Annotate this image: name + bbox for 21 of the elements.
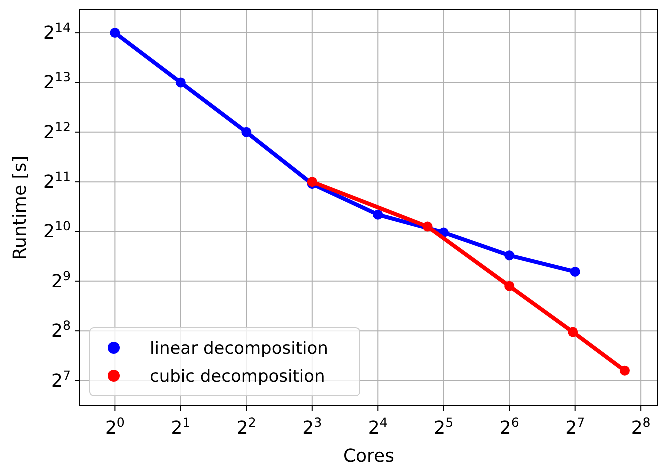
y-tick-label: 2$^{12}$ xyxy=(44,118,71,144)
x-tick-label: 2$^{4}$ xyxy=(368,414,388,439)
y-tick-label: 2$^{11}$ xyxy=(44,168,71,194)
x-tick-label: 2$^{0}$ xyxy=(105,414,125,439)
y-tick-label: 2$^{13}$ xyxy=(44,69,71,94)
y-tick-label: 2$^{9}$ xyxy=(52,268,71,292)
x-tick-label: 2$^{1}$ xyxy=(171,414,191,439)
y-tick-label: 2$^{7}$ xyxy=(52,367,71,392)
y-tick-label: 2$^{8}$ xyxy=(52,318,71,342)
x-tick-label: 2$^{3}$ xyxy=(302,414,322,439)
y-axis-title: Runtime [s] xyxy=(10,156,31,260)
x-tick-label: 2$^{5}$ xyxy=(434,414,454,439)
x-tick-label: 2$^{6}$ xyxy=(500,414,520,439)
x-tick-label: 2$^{7}$ xyxy=(566,414,586,439)
x-tick-label: 2$^{2}$ xyxy=(236,414,256,439)
x-tick-label: 2$^{8}$ xyxy=(631,414,651,439)
y-tick-label: 2$^{14}$ xyxy=(44,20,71,44)
x-axis-title: Cores xyxy=(343,446,395,467)
legend-label: cubic decomposition xyxy=(150,367,326,387)
y-tick-label: 2$^{10}$ xyxy=(44,218,71,243)
legend-label: linear decomposition xyxy=(150,339,328,359)
